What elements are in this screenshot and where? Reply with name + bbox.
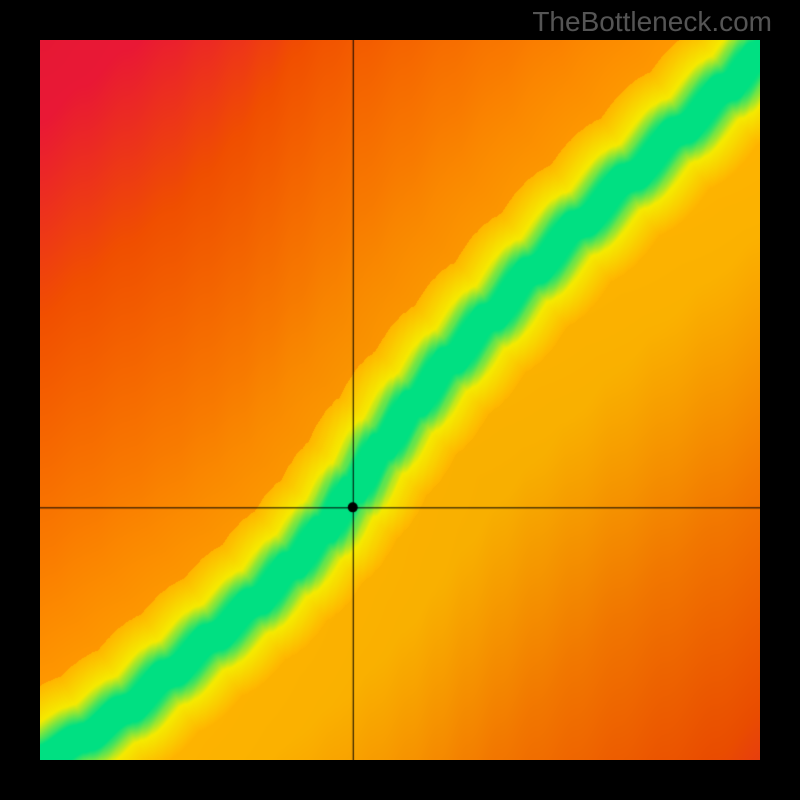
watermark-text: TheBottleneck.com [532,6,772,38]
bottleneck-heatmap [40,40,760,760]
chart-container: TheBottleneck.com [0,0,800,800]
